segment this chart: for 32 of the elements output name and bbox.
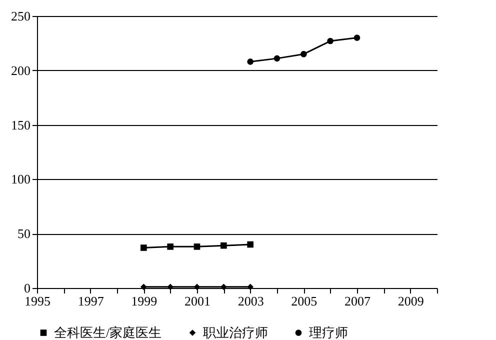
point	[247, 58, 254, 65]
x-tick-label: 1995	[24, 294, 50, 308]
y-tick-label: 150	[11, 117, 30, 132]
point	[247, 241, 254, 248]
legend-label: 全科医生/家庭医生	[54, 324, 162, 340]
y-tick-label: 100	[11, 172, 30, 187]
y-tick-label: 0	[24, 280, 30, 296]
y-tick-label: 200	[11, 62, 30, 78]
point	[140, 244, 147, 251]
point	[140, 284, 147, 290]
point	[327, 38, 334, 44]
x-tick-label: 2001	[184, 294, 210, 308]
point	[167, 284, 174, 290]
point	[247, 284, 254, 290]
point	[354, 34, 360, 41]
x-tick-label: 2003	[238, 294, 264, 308]
legend-label: 职业治疗师	[203, 324, 268, 340]
point	[194, 284, 200, 290]
point	[300, 50, 307, 58]
x-tick-label: 2009	[398, 294, 424, 308]
point	[167, 243, 174, 250]
legend-label: 理疗师	[309, 324, 348, 340]
x-tick-label: 2005	[291, 294, 318, 308]
y-tick-label: 50	[18, 226, 30, 242]
y-tick-label: 250	[11, 8, 30, 24]
point	[274, 55, 280, 62]
point	[220, 242, 227, 249]
x-tick-label: 1999	[131, 294, 158, 308]
point	[194, 243, 200, 250]
point	[220, 284, 227, 290]
x-tick-label: 1997	[78, 294, 104, 308]
x-tick-label: 2007	[344, 294, 371, 308]
